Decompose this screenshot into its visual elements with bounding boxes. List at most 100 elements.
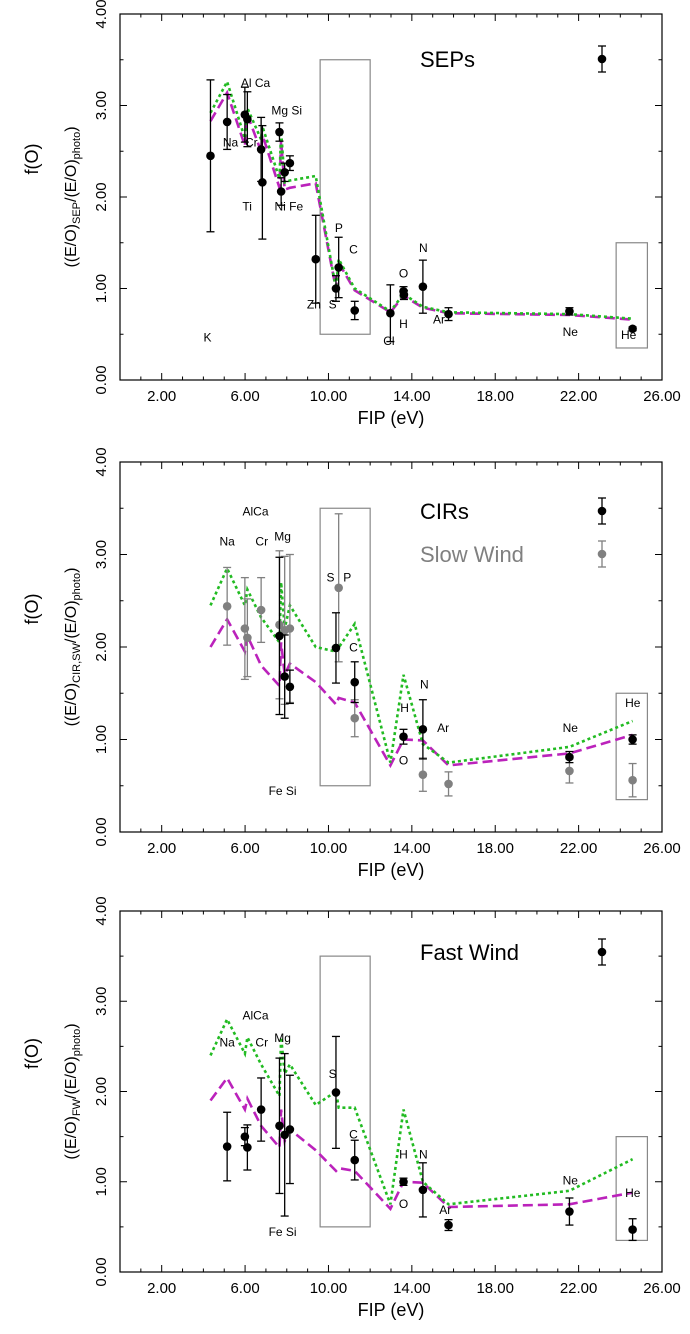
- y-axis-title-part: photo: [71, 1029, 83, 1057]
- element-label: He: [621, 328, 637, 342]
- data-point: [628, 1225, 637, 1234]
- y-tick-label: 3.00: [93, 91, 110, 120]
- x-axis-title: FIP (eV): [358, 860, 425, 880]
- element-label: Cr: [245, 136, 258, 150]
- plot-frame: [119, 461, 663, 833]
- element-label: N: [419, 1147, 428, 1161]
- element-label: Al Ca: [241, 76, 271, 90]
- y-axis-title-part: /(E/O): [63, 159, 80, 202]
- x-tick-label: 18.00: [476, 840, 514, 857]
- data-point: [628, 324, 637, 334]
- x-tick-label: 2.00: [147, 388, 176, 405]
- data-point: [444, 309, 453, 319]
- data-point: [275, 1121, 284, 1131]
- element-label: C: [349, 243, 358, 257]
- element-label: H: [399, 317, 408, 331]
- data-point: [222, 117, 232, 127]
- data-point: [331, 1088, 341, 1097]
- data-point: [256, 605, 266, 615]
- plot-frame: [119, 910, 663, 1273]
- model-curve-green: [209, 565, 634, 764]
- model-curve-magenta: [209, 1075, 633, 1212]
- x-axis-title: FIP (eV): [358, 1300, 425, 1320]
- element-label: Ar: [439, 1203, 451, 1217]
- element-label: Ni Fe: [275, 200, 304, 214]
- panel-0: 2.00 6.00 10.00 14.00 18.00 22.00 26.00 0.00 1.0…: [22, 0, 681, 428]
- data-point: [399, 290, 409, 300]
- legend-marker: [597, 549, 607, 559]
- x-tick-label: 14.00: [393, 840, 431, 857]
- y-tick-label: 4.00: [93, 447, 110, 476]
- legend-label: CIRs: [420, 499, 469, 524]
- data-point: [418, 770, 428, 779]
- element-label: Cl: [383, 334, 394, 348]
- element-label: Ne: [563, 325, 579, 339]
- y-axis-title-part: SEP: [71, 202, 83, 224]
- element-label: C: [349, 641, 358, 655]
- data-point: [350, 677, 360, 687]
- y-tick-label: 2.00: [93, 632, 110, 661]
- x-tick-label: 6.00: [230, 840, 259, 857]
- element-label: Na: [223, 136, 239, 150]
- element-label: Ne: [563, 1173, 579, 1187]
- y-tick-label: 0.00: [93, 1257, 110, 1286]
- data-point: [280, 672, 289, 681]
- x-tick-label: 14.00: [393, 388, 431, 405]
- legend-marker: [597, 506, 607, 516]
- y-axis-title-part: /(E/O): [63, 1056, 80, 1099]
- y-tick-label: 2.00: [93, 1077, 110, 1106]
- element-label: Cr: [255, 1035, 268, 1049]
- element-label: N: [419, 241, 428, 255]
- x-tick-label: 10.00: [310, 840, 348, 857]
- y-axis-title-part: /(E/O): [63, 600, 80, 643]
- panel-2: 2.00 6.00 10.00 14.00 18.00 22.00 26.00 0.00 1.0…: [22, 896, 681, 1320]
- y-axis-title-part: ): [63, 568, 80, 573]
- highlight-box: [615, 242, 649, 349]
- data-point: [565, 766, 574, 776]
- legend-label: Fast Wind: [420, 940, 519, 965]
- data-point: [399, 732, 408, 742]
- y-axis-title-top: f(O): [22, 1038, 42, 1069]
- highlight-box: [319, 507, 371, 787]
- data-point: [418, 725, 428, 734]
- element-label: Mg Si: [271, 104, 302, 118]
- x-tick-label: 10.00: [310, 388, 348, 405]
- x-axis-title: FIP (eV): [358, 408, 425, 428]
- element-label: Zn: [307, 298, 321, 312]
- y-axis-title-top: f(O): [22, 144, 42, 175]
- data-point: [256, 145, 266, 154]
- element-label: K: [204, 331, 212, 345]
- data-point: [565, 307, 574, 316]
- x-tick-label: 26.00: [643, 1280, 681, 1297]
- element-label: He: [625, 696, 641, 710]
- data-point: [275, 631, 284, 641]
- x-tick-label: 26.00: [643, 388, 681, 405]
- y-axis-title-part: ((E/O): [63, 224, 80, 268]
- element-label: S: [329, 298, 337, 312]
- model-curve-magenta: [209, 616, 633, 769]
- legend-marker: [597, 54, 607, 64]
- y-axis-title-part: photo: [71, 573, 83, 601]
- data-point: [418, 282, 428, 291]
- element-label: O: [399, 267, 408, 281]
- data-point: [565, 752, 574, 762]
- data-point: [222, 1142, 232, 1151]
- x-tick-label: 6.00: [230, 1280, 259, 1297]
- data-point: [418, 1185, 428, 1195]
- element-label: Mg: [274, 530, 291, 544]
- x-tick-label: 22.00: [560, 1280, 598, 1297]
- y-axis-title: ((E/O)CIR,SW/(E/O)photo): [63, 568, 83, 727]
- x-tick-label: 6.00: [230, 388, 259, 405]
- data-point: [285, 1125, 295, 1134]
- y-axis-title-part: ): [63, 1023, 80, 1028]
- y-axis-title: ((E/O)SEP/(E/O)photo): [63, 126, 83, 267]
- data-point: [206, 151, 215, 161]
- data-point: [243, 1143, 252, 1152]
- element-label: He: [625, 1186, 641, 1200]
- data-point: [331, 643, 341, 653]
- data-point: [285, 624, 295, 633]
- element-label: P: [335, 221, 343, 235]
- x-tick-label: 18.00: [476, 1280, 514, 1297]
- y-tick-label: 3.00: [93, 540, 110, 569]
